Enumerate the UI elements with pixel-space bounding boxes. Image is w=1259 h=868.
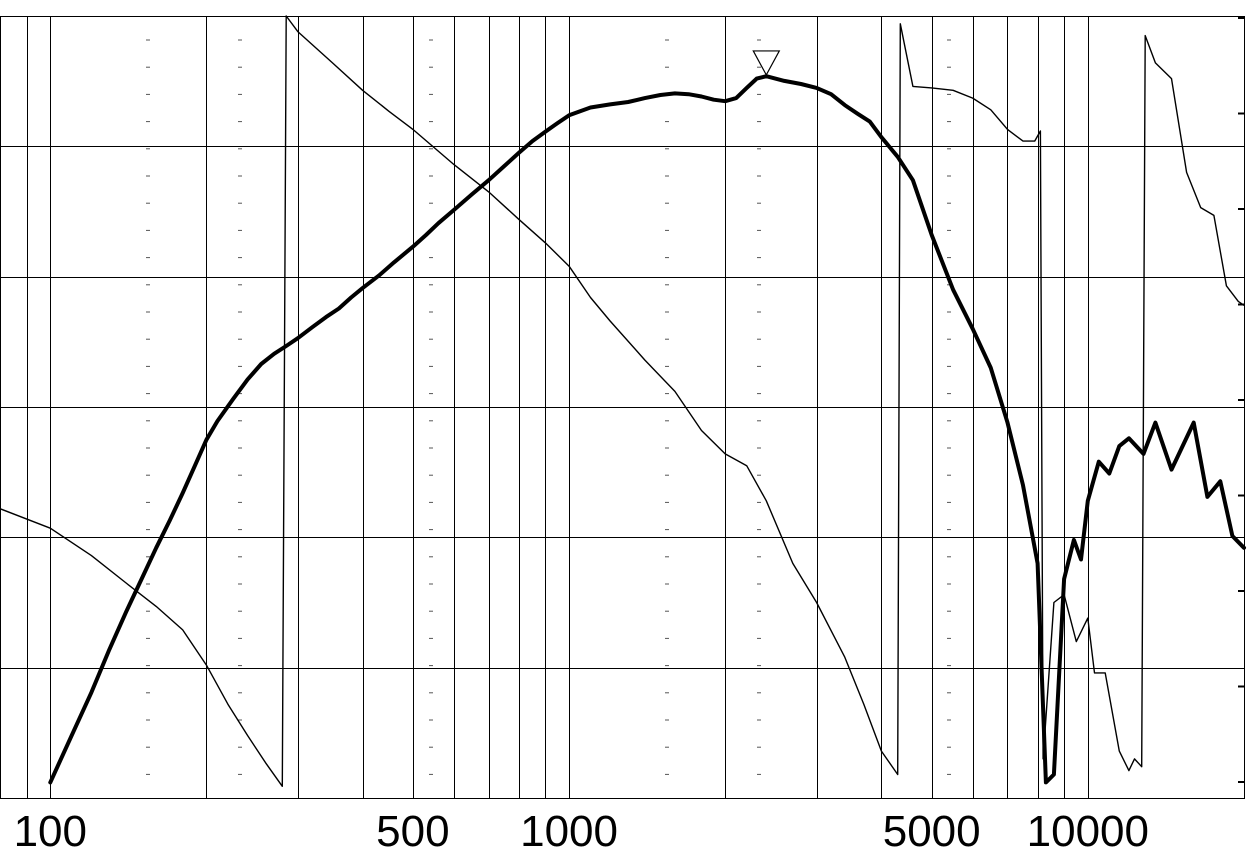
grid [0,16,1245,799]
peak-marker-layer [752,50,781,77]
series-line-thin [0,15,1245,787]
peak-marker-triangle [752,50,781,77]
x-tick-label: 10000 [1027,807,1149,856]
x-tick-label: 500 [376,807,449,856]
series-layer [0,15,1246,787]
series-line-thick [48,74,1246,785]
x-tick-label: 100 [14,807,87,856]
x-tick-label: 5000 [883,807,981,856]
x-axis-tick-labels: 100 500 1000 5000 10000 [14,807,1149,856]
x-tick-label: 1000 [520,807,618,856]
